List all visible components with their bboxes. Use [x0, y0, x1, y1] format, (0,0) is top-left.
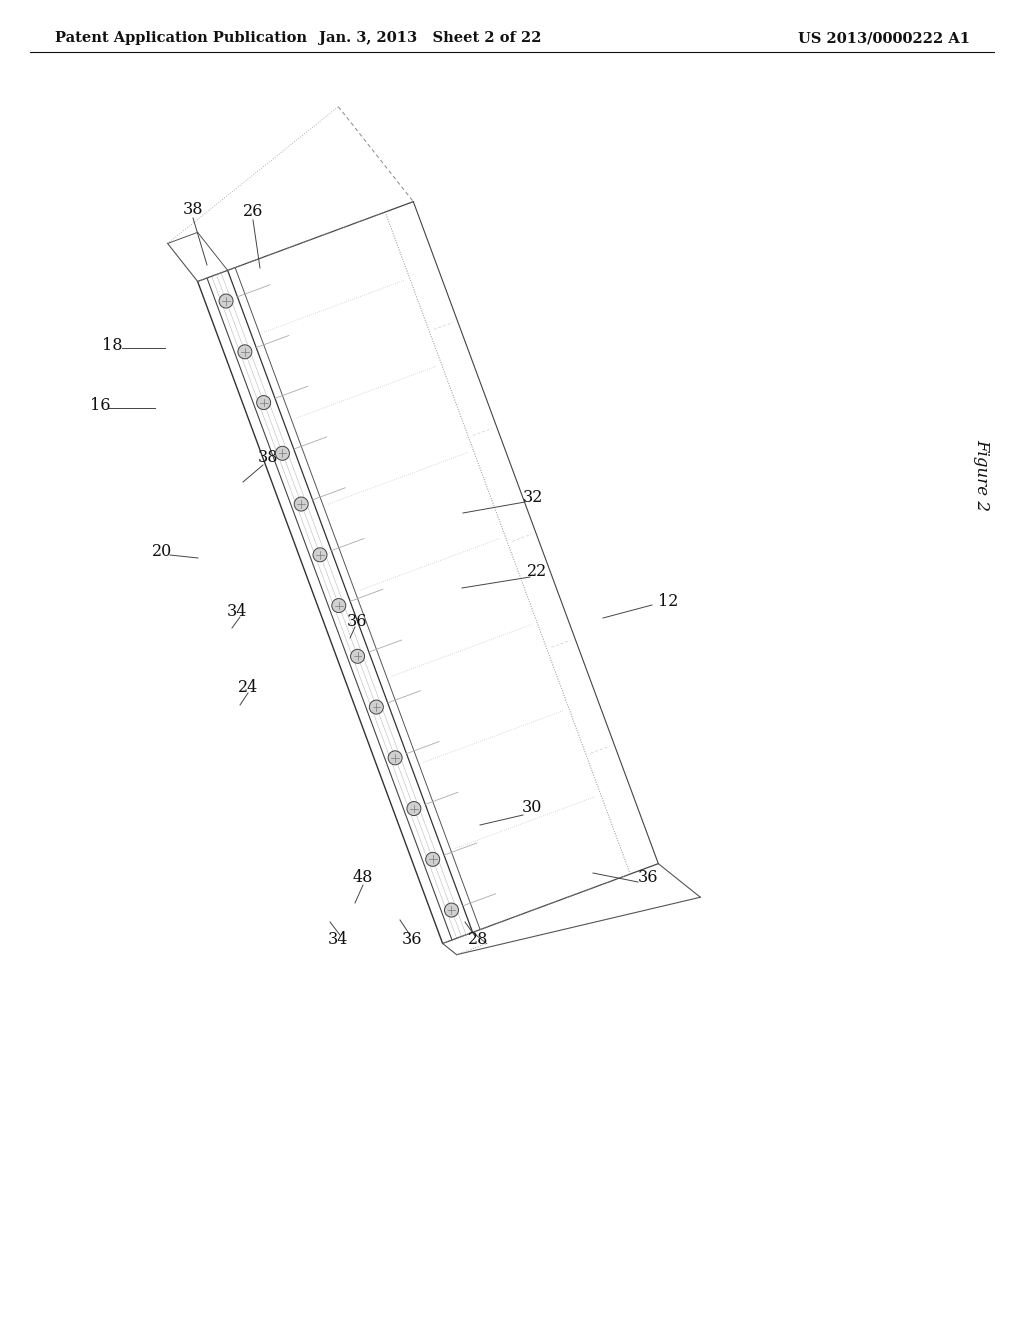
Circle shape [444, 903, 459, 917]
Text: US 2013/0000222 A1: US 2013/0000222 A1 [798, 30, 970, 45]
Text: 26: 26 [243, 203, 263, 220]
Text: 18: 18 [101, 337, 122, 354]
Text: 32: 32 [523, 490, 543, 507]
Circle shape [238, 345, 252, 359]
Text: 36: 36 [638, 870, 658, 887]
Text: 24: 24 [238, 680, 258, 697]
Circle shape [313, 548, 327, 562]
Text: 28: 28 [468, 932, 488, 949]
Text: Figure 2: Figure 2 [974, 440, 990, 511]
Circle shape [275, 446, 290, 461]
Text: 36: 36 [347, 614, 368, 631]
Circle shape [407, 801, 421, 816]
Circle shape [370, 700, 383, 714]
Circle shape [257, 396, 270, 409]
Text: Jan. 3, 2013   Sheet 2 of 22: Jan. 3, 2013 Sheet 2 of 22 [318, 30, 542, 45]
Text: 38: 38 [182, 202, 203, 219]
Circle shape [350, 649, 365, 664]
Text: 48: 48 [353, 870, 373, 887]
Text: 12: 12 [657, 594, 678, 610]
Circle shape [294, 498, 308, 511]
Text: 30: 30 [522, 800, 542, 817]
Text: 34: 34 [226, 603, 247, 620]
Text: 34: 34 [328, 932, 348, 949]
Text: 22: 22 [527, 564, 547, 581]
Circle shape [332, 598, 346, 612]
Text: 38: 38 [258, 450, 279, 466]
Circle shape [219, 294, 233, 308]
Circle shape [426, 853, 439, 866]
Text: 16: 16 [90, 396, 111, 413]
Text: 36: 36 [401, 932, 422, 949]
Text: Patent Application Publication: Patent Application Publication [55, 30, 307, 45]
Text: 20: 20 [152, 544, 172, 561]
Circle shape [388, 751, 402, 764]
